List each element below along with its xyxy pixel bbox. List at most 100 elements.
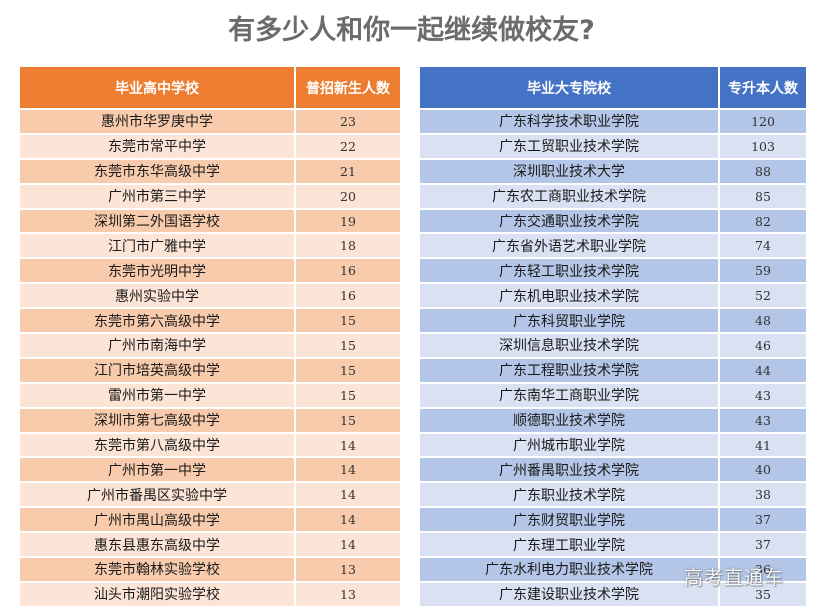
table-row: 广东交通职业技术学院 82 [420,207,806,233]
school-name-cell: 惠东县惠东高级中学 [20,531,296,557]
table-row: 广东财贸职业学院 37 [420,506,806,532]
school-name-cell: 广州番禺职业技术学院 [420,456,720,482]
school-name-cell: 深圳市第七高级中学 [20,406,296,432]
school-name-cell: 广东科贸职业学院 [420,307,720,333]
count-cell: 14 [296,481,400,507]
table-row: 广州市禺山高级中学 14 [20,506,400,532]
school-name-cell: 广州市禺山高级中学 [20,506,296,532]
school-name-cell: 江门市广雅中学 [20,232,296,258]
school-name-cell: 广州市番禺区实验中学 [20,481,296,507]
count-cell: 21 [296,157,400,183]
count-cell: 19 [296,207,400,233]
table-row: 惠州市华罗庚中学 23 [20,108,400,133]
count-cell: 22 [296,132,400,158]
high-school-table: 毕业高中学校 普招新生人数 惠州市华罗庚中学 23 东莞市常平中学 22 东莞市东华高级… [20,67,400,606]
school-name-cell: 广东科学技术职业学院 [420,108,720,133]
table-row: 广东建设职业技术学院 35 [420,580,806,606]
count-cell: 20 [296,182,400,208]
count-cell: 44 [720,356,806,382]
table-row: 惠东县惠东高级中学 14 [20,531,400,557]
count-cell: 18 [296,232,400,258]
count-cell: 15 [296,406,400,432]
table-row: 深圳第二外国语学校 19 [20,207,400,233]
column-header-count: 普招新生人数 [296,67,400,108]
count-cell: 36 [720,556,806,581]
school-name-cell: 东莞市常平中学 [20,132,296,158]
count-cell: 103 [720,132,806,158]
school-name-cell: 广东工程职业技术学院 [420,356,720,382]
table-row: 汕头市潮阳实验学校 13 [20,580,400,606]
school-name-cell: 东莞市第六高级中学 [20,307,296,333]
table-row: 雷州市第一中学 15 [20,381,400,407]
school-name-cell: 广东南华工商职业学院 [420,381,720,407]
table-row: 广东工贸职业技术学院 103 [420,132,806,158]
table-row: 东莞市第六高级中学 15 [20,307,400,333]
count-cell: 120 [720,108,806,133]
school-name-cell: 广东建设职业技术学院 [420,580,720,606]
school-name-cell: 汕头市潮阳实验学校 [20,580,296,606]
count-cell: 23 [296,108,400,133]
school-name-cell: 惠州市华罗庚中学 [20,108,296,133]
school-name-cell: 惠州实验中学 [20,282,296,308]
school-name-cell: 广州市南海中学 [20,332,296,357]
table-row: 广东省外语艺术职业学院 74 [420,232,806,258]
table-row: 惠州实验中学 16 [20,282,400,308]
school-name-cell: 东莞市翰林实验学校 [20,556,296,581]
table-row: 东莞市常平中学 22 [20,132,400,158]
count-cell: 41 [720,431,806,457]
school-name-cell: 广东轻工职业技术学院 [420,257,720,283]
school-name-cell: 广东省外语艺术职业学院 [420,232,720,258]
column-header-school: 毕业大专院校 [420,67,720,108]
school-name-cell: 顺德职业技术学院 [420,406,720,432]
school-name-cell: 雷州市第一中学 [20,381,296,407]
count-cell: 40 [720,456,806,482]
table-row: 广东水利电力职业技术学院 36 [420,556,806,581]
table-row: 广州市南海中学 15 [20,332,400,357]
table-row: 广州市第一中学 14 [20,456,400,482]
count-cell: 52 [720,282,806,308]
count-cell: 37 [720,531,806,557]
school-name-cell: 广东水利电力职业技术学院 [420,556,720,581]
page-title: 有多少人和你一起继续做校友? [228,15,595,46]
table-row: 深圳信息职业技术学院 46 [420,332,806,357]
count-cell: 15 [296,307,400,333]
school-name-cell: 广州市第三中学 [20,182,296,208]
school-name-cell: 广东交通职业技术学院 [420,207,720,233]
count-cell: 43 [720,381,806,407]
count-cell: 46 [720,332,806,357]
count-cell: 59 [720,257,806,283]
count-cell: 15 [296,381,400,407]
count-cell: 14 [296,506,400,532]
table-row: 广州番禺职业技术学院 40 [420,456,806,482]
table-row: 广东机电职业技术学院 52 [420,282,806,308]
count-cell: 14 [296,456,400,482]
school-name-cell: 深圳信息职业技术学院 [420,332,720,357]
table-row: 东莞市第八高级中学 14 [20,431,400,457]
table-row: 广东理工职业学院 37 [420,531,806,557]
school-name-cell: 东莞市光明中学 [20,257,296,283]
table-row: 江门市广雅中学 18 [20,232,400,258]
table-row: 东莞市东华高级中学 21 [20,157,400,183]
count-cell: 88 [720,157,806,183]
table-row: 东莞市光明中学 16 [20,257,400,283]
school-name-cell: 广州城市职业学院 [420,431,720,457]
table-row: 广州市番禺区实验中学 14 [20,481,400,507]
count-cell: 16 [296,282,400,308]
school-name-cell: 广州市第一中学 [20,456,296,482]
count-cell: 13 [296,556,400,581]
school-name-cell: 深圳第二外国语学校 [20,207,296,233]
column-header-school: 毕业高中学校 [20,67,296,108]
count-cell: 43 [720,406,806,432]
count-cell: 14 [296,431,400,457]
count-cell: 13 [296,580,400,606]
watermark: 高考直通车 [684,567,785,589]
column-header-count: 专升本人数 [720,67,806,108]
count-cell: 14 [296,531,400,557]
table-row: 东莞市翰林实验学校 13 [20,556,400,581]
school-name-cell: 东莞市第八高级中学 [20,431,296,457]
count-cell: 16 [296,257,400,283]
count-cell: 82 [720,207,806,233]
school-name-cell: 东莞市东华高级中学 [20,157,296,183]
count-cell: 35 [720,580,806,606]
school-name-cell: 广东机电职业技术学院 [420,282,720,308]
